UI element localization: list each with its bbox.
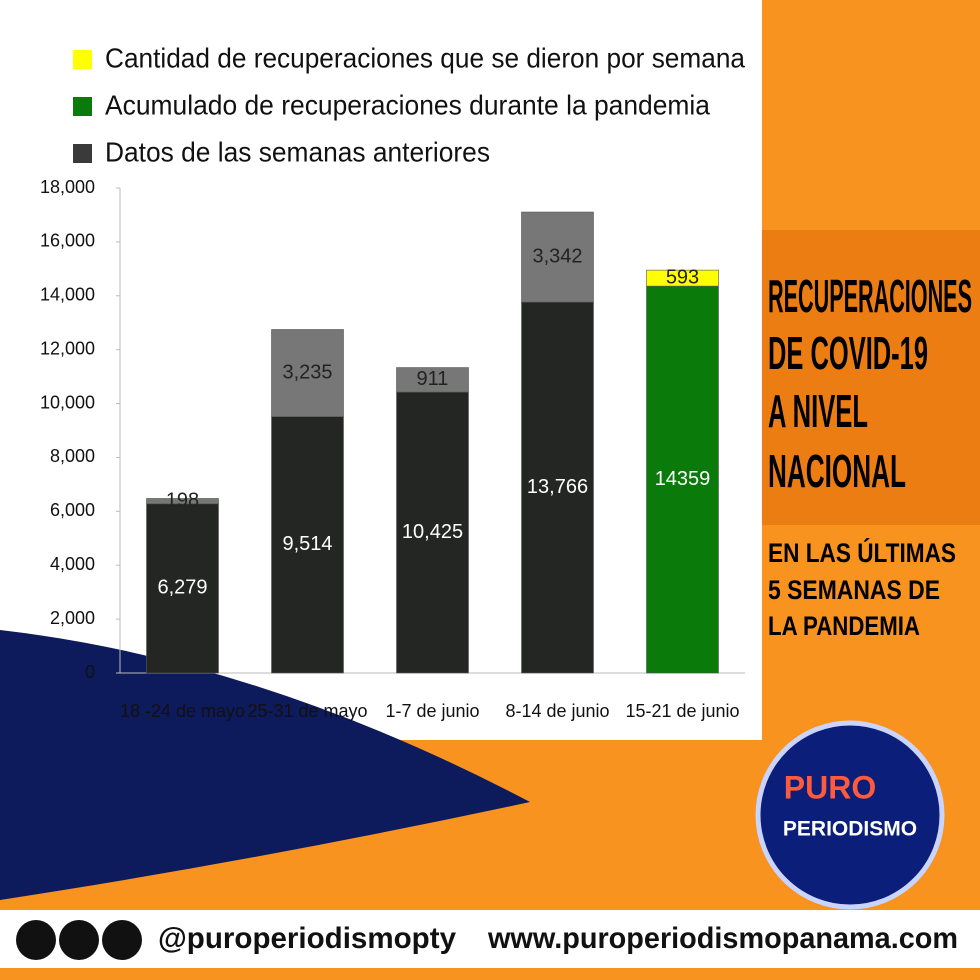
subtitle-line: LA PANDEMIA	[768, 611, 920, 641]
instagram-icon[interactable]	[102, 920, 142, 960]
bar-segment	[396, 367, 469, 393]
legend-swatch	[73, 97, 92, 116]
twitter-icon[interactable]	[59, 920, 99, 960]
bar-segment	[646, 269, 719, 287]
social-handle[interactable]: @puroperiodismopty	[158, 922, 456, 955]
bar-segment	[521, 301, 594, 674]
value-label: 911	[417, 368, 449, 390]
value-label: 9,514	[282, 533, 332, 555]
facebook-icon[interactable]	[16, 920, 56, 960]
subtitle-line: 5 SEMANAS DE	[768, 575, 940, 605]
logo-text: PERIODISMO	[783, 818, 917, 841]
bar-segment	[271, 329, 344, 417]
website[interactable]: www.puroperiodismopanama.com	[487, 922, 958, 955]
legend-label: Datos de las semanas anteriores	[105, 136, 490, 167]
value-label: 593	[666, 266, 699, 288]
bar-segment	[146, 498, 219, 505]
bar-segment	[521, 211, 594, 303]
y-tick-label: 10,000	[40, 392, 95, 412]
y-tick-label: 12,000	[40, 338, 95, 358]
legend-swatch	[73, 50, 92, 69]
chart-background	[0, 0, 762, 740]
legend-label: Cantidad de recuperaciones que se dieron…	[105, 42, 745, 73]
bar-segment	[271, 416, 344, 674]
x-tick-label: 25-31 de mayo	[247, 701, 367, 721]
value-label: 3,342	[532, 245, 582, 267]
value-label: 198	[166, 489, 199, 511]
logo-circle	[755, 720, 945, 910]
y-tick-label: 0	[85, 662, 95, 682]
subtitle-line: EN LAS ÚLTIMAS	[768, 537, 956, 568]
title-line: A NIVEL	[768, 385, 868, 437]
title-line: RECUPERACIONES	[768, 270, 972, 322]
decor-wave	[0, 630, 530, 900]
y-tick-label: 8,000	[50, 446, 95, 466]
y-tick-label: 6,000	[50, 500, 95, 520]
bar-segment	[396, 391, 469, 674]
title-line: NACIONAL	[768, 445, 906, 497]
legend-label: Acumulado de recuperaciones durante la p…	[105, 89, 710, 120]
x-tick-label: 8-14 de junio	[505, 701, 609, 721]
y-tick-label: 18,000	[40, 177, 95, 197]
value-label: 14359	[655, 468, 711, 490]
title-line: DE COVID-19	[768, 327, 928, 379]
x-tick-label: 1-7 de junio	[385, 701, 479, 721]
y-tick-label: 2,000	[50, 608, 95, 628]
x-tick-label: 18 -24 de mayo	[120, 701, 245, 721]
value-label: 6,279	[157, 577, 207, 599]
y-tick-label: 14,000	[40, 285, 95, 305]
value-label: 10,425	[402, 521, 463, 543]
value-label: 13,766	[527, 476, 588, 498]
bar-segment	[646, 285, 719, 674]
y-tick-label: 4,000	[50, 554, 95, 574]
logo-text: PURO	[784, 769, 876, 805]
legend-swatch	[73, 144, 92, 163]
y-tick-label: 16,000	[40, 231, 95, 251]
value-label: 3,235	[282, 361, 332, 383]
x-tick-label: 15-21 de junio	[625, 701, 739, 721]
footer-bar	[0, 910, 980, 968]
title-box	[762, 230, 980, 525]
